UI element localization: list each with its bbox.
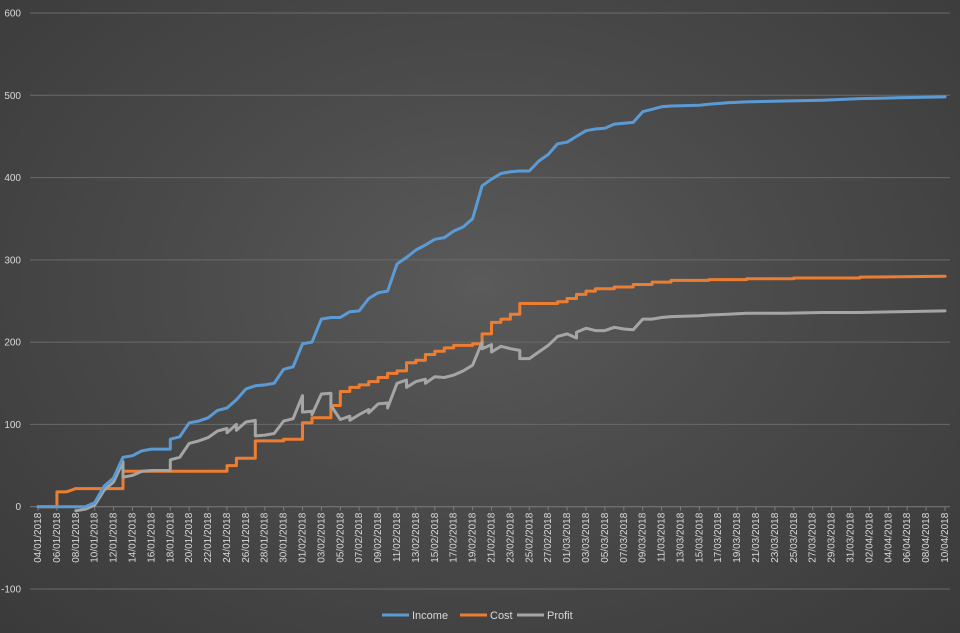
x-tick-label: 23/03/2018 bbox=[770, 512, 781, 562]
x-tick-label: 28/01/2018 bbox=[260, 512, 271, 562]
x-tick-label: 13/02/2018 bbox=[411, 512, 422, 562]
y-tick-label: -100 bbox=[1, 585, 21, 596]
legend-label-income: Income bbox=[412, 610, 448, 622]
x-tick-label: 04/04/2018 bbox=[883, 512, 894, 562]
x-tick-label: 29/03/2018 bbox=[827, 512, 838, 562]
y-tick-label: 600 bbox=[4, 9, 21, 20]
x-tick-label: 16/01/2018 bbox=[146, 512, 157, 562]
x-tick-label: 19/02/2018 bbox=[468, 512, 479, 562]
x-tick-label: 09/02/2018 bbox=[373, 512, 384, 562]
x-tick-label: 21/02/2018 bbox=[487, 512, 498, 562]
x-tick-label: 03/02/2018 bbox=[316, 512, 327, 562]
x-tick-label: 03/03/2018 bbox=[581, 512, 592, 562]
x-tick-label: 18/01/2018 bbox=[165, 512, 176, 562]
legend-label-profit: Profit bbox=[547, 610, 573, 622]
series-line-income bbox=[36, 95, 947, 509]
x-tick-label: 11/02/2018 bbox=[392, 512, 403, 562]
x-tick-label: 20/01/2018 bbox=[184, 512, 195, 562]
x-tick-label: 26/01/2018 bbox=[241, 512, 252, 562]
x-tick-label: 13/03/2018 bbox=[675, 512, 686, 562]
x-tick-label: 09/03/2018 bbox=[638, 512, 649, 562]
x-tick-label: 06/04/2018 bbox=[902, 512, 913, 562]
x-tick-label: 30/01/2018 bbox=[279, 512, 290, 562]
series-line-profit bbox=[74, 309, 947, 513]
x-tick-label: 17/03/2018 bbox=[713, 512, 724, 562]
x-tick-label: 10/04/2018 bbox=[940, 512, 951, 562]
y-axis-tick-labels: -100 0 100 200 300 400 500 600 bbox=[1, 9, 21, 596]
x-tick-label: 04/01/2018 bbox=[33, 512, 44, 562]
y-tick-label: 400 bbox=[4, 173, 21, 184]
x-axis-tick-labels: 04/01/2018 06/01/2018 08/01/2018 10/01/2018… bbox=[33, 506, 951, 563]
x-tick-label: 21/03/2018 bbox=[751, 512, 762, 562]
x-tick-label: 27/02/2018 bbox=[543, 512, 554, 562]
x-tick-label: 25/02/2018 bbox=[524, 512, 535, 562]
x-tick-label: 12/01/2018 bbox=[109, 512, 120, 562]
x-tick-label: 06/01/2018 bbox=[52, 512, 63, 562]
x-tick-label: 15/02/2018 bbox=[430, 512, 441, 562]
y-tick-label: 300 bbox=[4, 255, 21, 266]
x-tick-label: 01/03/2018 bbox=[562, 512, 573, 562]
x-tick-label: 02/04/2018 bbox=[864, 512, 875, 562]
x-tick-label: 11/03/2018 bbox=[657, 512, 668, 562]
series-lines bbox=[36, 95, 947, 513]
y-tick-label: 0 bbox=[15, 502, 21, 513]
x-tick-label: 27/03/2018 bbox=[808, 512, 819, 562]
x-tick-label: 10/01/2018 bbox=[90, 512, 101, 562]
y-tick-label: 200 bbox=[4, 338, 21, 349]
series-line-cost bbox=[36, 274, 947, 509]
x-tick-label: 23/02/2018 bbox=[505, 512, 516, 562]
x-tick-label: 19/03/2018 bbox=[732, 512, 743, 562]
x-tick-label: 14/01/2018 bbox=[127, 512, 138, 562]
x-tick-label: 22/01/2018 bbox=[203, 512, 214, 562]
legend: Income Cost Profit bbox=[382, 610, 573, 622]
y-tick-label: 500 bbox=[4, 91, 21, 102]
x-tick-label: 24/01/2018 bbox=[222, 512, 233, 562]
y-tick-label: 100 bbox=[4, 420, 21, 431]
gridlines bbox=[30, 12, 950, 590]
legend-label-cost: Cost bbox=[490, 610, 513, 622]
x-tick-label: 01/02/2018 bbox=[298, 512, 309, 562]
x-tick-label: 25/03/2018 bbox=[789, 512, 800, 562]
x-tick-label: 05/02/2018 bbox=[335, 512, 346, 562]
x-tick-label: 15/03/2018 bbox=[694, 512, 705, 562]
x-tick-label: 07/03/2018 bbox=[619, 512, 630, 562]
x-tick-label: 07/02/2018 bbox=[354, 512, 365, 562]
x-tick-label: 08/04/2018 bbox=[921, 512, 932, 562]
x-tick-label: 17/02/2018 bbox=[449, 512, 460, 562]
x-tick-label: 31/03/2018 bbox=[846, 512, 857, 562]
x-tick-label: 05/03/2018 bbox=[600, 512, 611, 562]
x-tick-label: 08/01/2018 bbox=[71, 512, 82, 562]
